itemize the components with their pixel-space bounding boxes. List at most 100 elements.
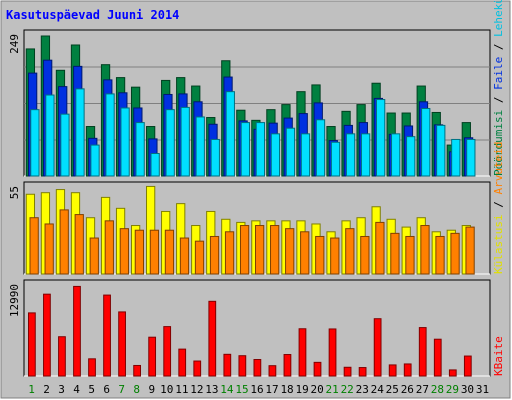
side-legend: Külastusi / Arvuteid bbox=[492, 142, 505, 274]
x-tick-label: 12 bbox=[190, 383, 203, 396]
bar bbox=[59, 209, 69, 275]
x-tick-label: 11 bbox=[175, 383, 188, 396]
bar bbox=[436, 124, 446, 177]
x-tick-label: 25 bbox=[386, 383, 399, 396]
ymax-label: 55 bbox=[8, 186, 21, 199]
bar bbox=[89, 237, 99, 275]
bar bbox=[390, 232, 400, 275]
panel-middle: 55 Külastusi / Arvuteid bbox=[8, 142, 505, 275]
bar bbox=[345, 133, 356, 177]
bar bbox=[105, 93, 115, 177]
x-tick-label: 30 bbox=[461, 383, 474, 396]
panel-top: 249 Pöördumisi / Faile / Lehekülgi bbox=[8, 0, 505, 177]
bar bbox=[330, 141, 341, 177]
bar bbox=[360, 235, 370, 275]
bar bbox=[193, 360, 202, 377]
x-tick-label: 21 bbox=[326, 383, 339, 396]
bar bbox=[466, 138, 476, 177]
bar bbox=[164, 229, 175, 275]
bar bbox=[421, 108, 431, 177]
bar bbox=[45, 94, 55, 177]
x-tick-label: 28 bbox=[431, 383, 444, 396]
bar bbox=[223, 353, 232, 377]
legend-part: / bbox=[492, 37, 505, 57]
bar bbox=[225, 91, 235, 177]
x-tick-label: 31 bbox=[476, 383, 489, 396]
bar bbox=[451, 138, 461, 177]
x-tick-label: 13 bbox=[205, 383, 218, 396]
x-tick-label: 16 bbox=[250, 383, 263, 396]
legend-part: Pöördumisi bbox=[492, 110, 505, 176]
bar bbox=[375, 221, 385, 275]
bar bbox=[75, 88, 85, 177]
ymax-label: 12990 bbox=[8, 284, 21, 317]
bar bbox=[44, 223, 54, 275]
bar bbox=[135, 122, 145, 177]
bar bbox=[435, 235, 445, 275]
legend-part: Lehekülgi bbox=[492, 0, 505, 37]
bar bbox=[60, 113, 70, 177]
x-tick-label: 14 bbox=[220, 383, 234, 396]
legend-part: KBaite bbox=[492, 336, 505, 376]
legend-part: / bbox=[492, 195, 505, 215]
x-tick-label: 23 bbox=[356, 383, 369, 396]
bar bbox=[405, 235, 415, 275]
side-legend: KBaite bbox=[492, 336, 505, 376]
bar bbox=[268, 365, 277, 377]
series-Lehekülgi bbox=[30, 88, 476, 177]
bar bbox=[285, 228, 295, 275]
bar bbox=[74, 214, 84, 275]
x-tick-label: 3 bbox=[58, 383, 65, 396]
bar bbox=[240, 122, 250, 177]
bar bbox=[376, 99, 386, 177]
legend-part: Arvuteid bbox=[492, 142, 505, 195]
series-Arvuteid bbox=[29, 209, 475, 275]
x-tick-label: 15 bbox=[235, 383, 248, 396]
x-tick-labels: 1 2 3 4 5 6 7 8 9 10 11 12 13 14 15 16 17 18 19 20 21 22 23 24 2… bbox=[28, 383, 489, 396]
bar bbox=[420, 225, 430, 275]
bar bbox=[328, 328, 337, 377]
x-tick-label: 27 bbox=[416, 383, 429, 396]
x-tick-label: 24 bbox=[371, 383, 385, 396]
bar bbox=[194, 240, 205, 275]
bar bbox=[373, 318, 382, 377]
bar bbox=[313, 361, 322, 377]
legend-part: / bbox=[492, 90, 505, 110]
x-tick-label: 18 bbox=[280, 383, 293, 396]
bar bbox=[285, 127, 296, 177]
bar bbox=[163, 326, 172, 377]
bar bbox=[148, 336, 157, 377]
bar bbox=[315, 235, 325, 275]
bar bbox=[343, 366, 352, 377]
bar bbox=[433, 338, 442, 377]
bar bbox=[209, 235, 220, 275]
bar bbox=[224, 231, 235, 275]
bar bbox=[103, 294, 111, 377]
bar bbox=[180, 106, 190, 177]
legend-part: Faile bbox=[492, 57, 505, 90]
bar bbox=[388, 364, 397, 377]
x-tick-label: 29 bbox=[446, 383, 459, 396]
panels-layer: 249 Pöördumisi / Faile / Lehekülgi 55 Külas… bbox=[8, 0, 505, 377]
x-tick-label: 5 bbox=[88, 383, 95, 396]
bar bbox=[418, 327, 427, 377]
x-tick-label: 26 bbox=[401, 383, 414, 396]
bar bbox=[391, 133, 401, 177]
bar bbox=[58, 336, 66, 377]
bar bbox=[88, 358, 96, 377]
legend-part: Külastusi bbox=[492, 214, 505, 274]
bar bbox=[149, 229, 160, 275]
bar bbox=[253, 359, 262, 377]
bar bbox=[165, 109, 175, 177]
bar bbox=[28, 312, 36, 377]
x-tick-label: 7 bbox=[118, 383, 125, 396]
bar bbox=[73, 285, 81, 377]
bar bbox=[210, 138, 220, 177]
bar bbox=[465, 226, 475, 275]
bar bbox=[255, 122, 266, 177]
bar bbox=[448, 369, 457, 377]
bar bbox=[150, 153, 160, 177]
x-tick-label: 6 bbox=[103, 383, 110, 396]
side-legend: Pöördumisi / Faile / Lehekülgi bbox=[492, 0, 505, 176]
